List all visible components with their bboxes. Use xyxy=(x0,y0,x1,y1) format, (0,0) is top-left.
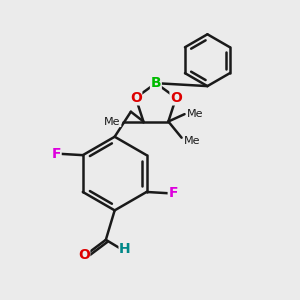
Text: F: F xyxy=(168,186,178,200)
Text: Me: Me xyxy=(187,109,203,119)
Text: O: O xyxy=(130,91,142,105)
Text: B: B xyxy=(151,76,161,90)
Text: F: F xyxy=(52,147,61,161)
Text: H: H xyxy=(119,242,131,256)
Text: O: O xyxy=(78,248,90,262)
Text: Me: Me xyxy=(184,136,200,146)
Text: Me: Me xyxy=(104,116,121,127)
Text: O: O xyxy=(170,91,182,105)
